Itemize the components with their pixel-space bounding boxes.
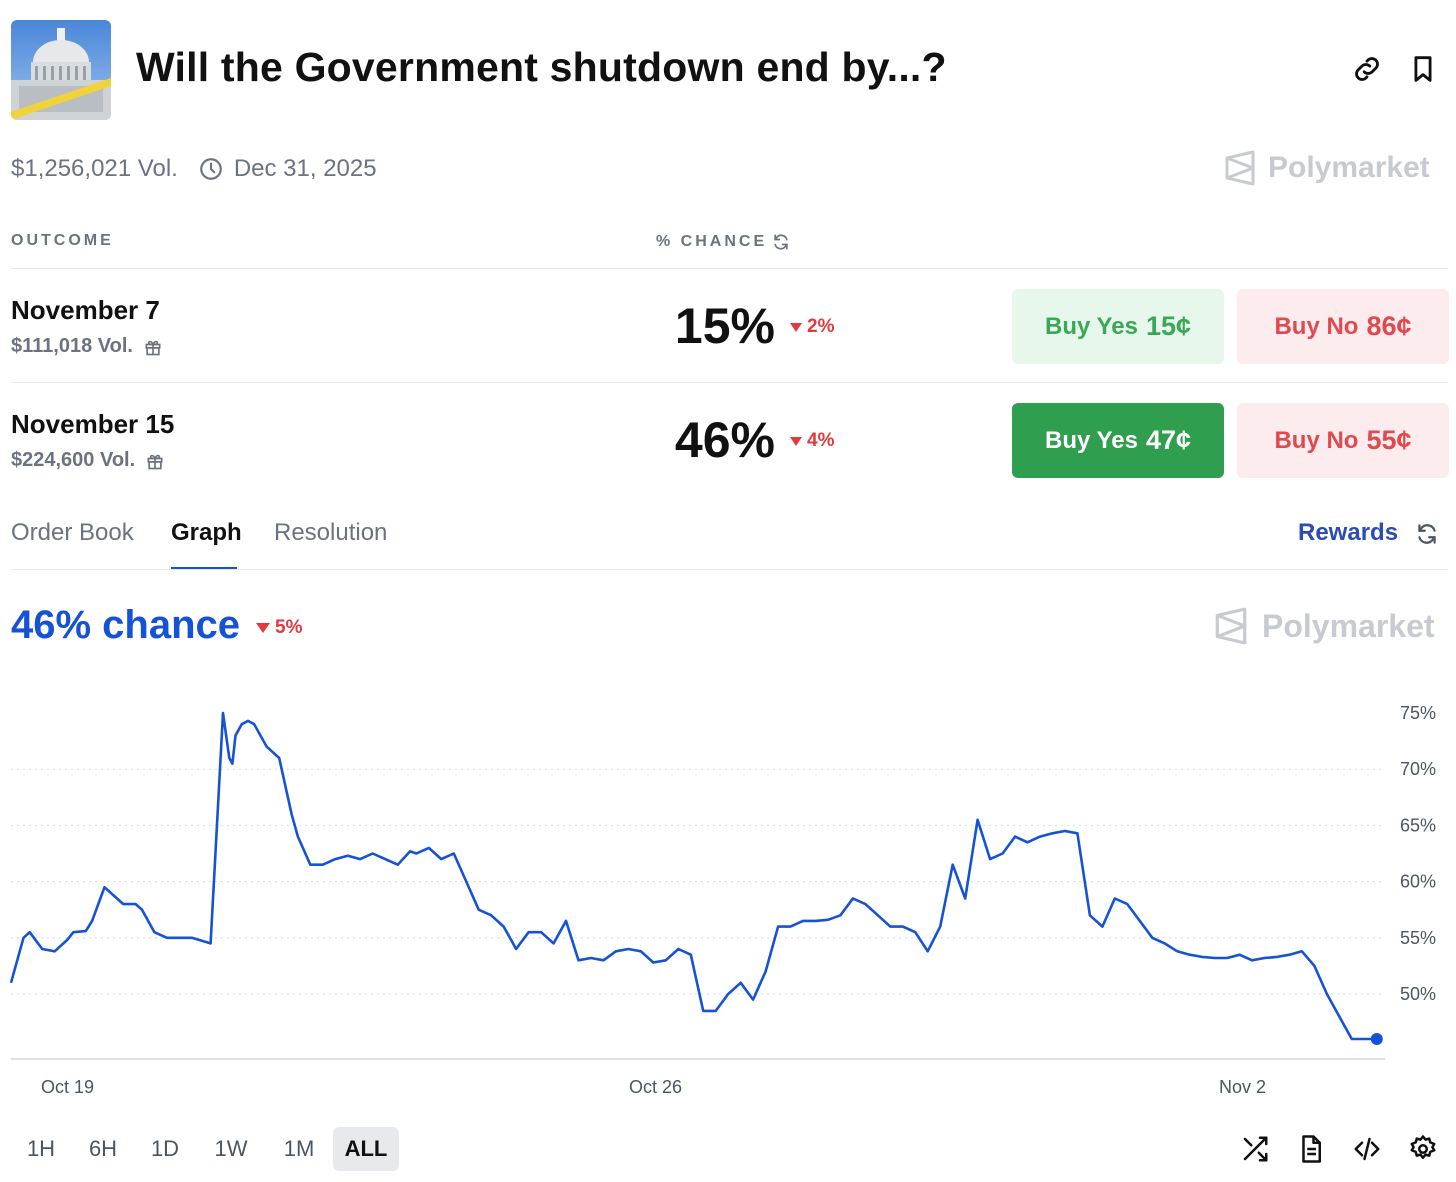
row-divider	[11, 382, 1448, 383]
x-tick-label: Oct 19	[41, 1077, 95, 1097]
outcome-name: November 15	[11, 409, 175, 439]
buy-no-button[interactable]: Buy No 86¢	[1237, 289, 1449, 364]
price-series-line	[9, 711, 1377, 1041]
down-arrow-icon	[790, 322, 802, 332]
y-tick-label: 75%	[1400, 703, 1436, 723]
bookmark-icon[interactable]	[1406, 52, 1440, 86]
buy-no-label: Buy No	[1274, 312, 1359, 340]
range-all-button[interactable]: ALL	[333, 1127, 399, 1171]
y-tick-label: 50%	[1400, 984, 1436, 1004]
outcome-volume: $224,600 Vol.	[11, 449, 165, 472]
x-tick-label: Nov 2	[1219, 1077, 1267, 1097]
code-icon[interactable]	[1352, 1134, 1382, 1164]
buy-no-price: 86¢	[1366, 311, 1412, 341]
outcome-chance: 46%	[674, 412, 775, 468]
refresh-icon[interactable]	[771, 232, 791, 252]
document-icon[interactable]	[1296, 1134, 1326, 1164]
outcome-chance: 15%	[674, 298, 775, 354]
down-arrow-icon	[256, 623, 270, 633]
range-1h-button[interactable]: 1H	[26, 1136, 56, 1161]
range-1d-button[interactable]: 1D	[150, 1136, 180, 1161]
outcome-volume-text: $111,018 Vol.	[11, 335, 133, 357]
polymarket-logo-icon	[1214, 607, 1248, 645]
outcome-delta-text: 4%	[807, 430, 835, 451]
buy-yes-button[interactable]: Buy Yes 47¢	[1012, 403, 1224, 478]
market-volume: $1,256,021 Vol.	[11, 155, 178, 182]
buy-yes-button[interactable]: Buy Yes 15¢	[1012, 289, 1224, 364]
outcome-volume-text: $224,600 Vol.	[11, 449, 136, 471]
y-tick-label: 55%	[1400, 928, 1436, 948]
range-1w-button[interactable]: 1W	[214, 1136, 248, 1161]
market-meta: $1,256,021 Vol. Dec 31, 2025	[11, 155, 377, 183]
tab-order-book[interactable]: Order Book	[11, 519, 134, 546]
y-tick-label: 60%	[1400, 872, 1436, 892]
brand-name: Polymarket	[1268, 151, 1430, 184]
buy-yes-label: Buy Yes	[1044, 426, 1138, 454]
refresh-icon[interactable]	[1414, 521, 1440, 547]
buy-yes-price: 15¢	[1145, 311, 1191, 341]
chance-column-header: % CHANCE	[656, 232, 791, 252]
outcome-delta: 2%	[790, 316, 834, 338]
shuffle-icon[interactable]	[1240, 1134, 1270, 1164]
active-tab-indicator	[171, 567, 237, 570]
watermark-text: Polymarket	[1262, 607, 1435, 644]
price-history-chart[interactable]: 75% 70% 65% 60% 55% 50%	[0, 660, 1456, 1070]
graph-delta-text: 5%	[275, 617, 303, 638]
buy-no-price: 55¢	[1366, 425, 1412, 455]
buy-no-button[interactable]: Buy No 55¢	[1237, 403, 1449, 478]
buy-no-label: Buy No	[1274, 426, 1359, 454]
down-arrow-icon	[790, 436, 802, 446]
buy-yes-label: Buy Yes	[1044, 312, 1138, 340]
market-end-date: Dec 31, 2025	[233, 155, 377, 182]
outcome-delta: 4%	[790, 430, 834, 452]
outcome-delta-text: 2%	[807, 316, 835, 337]
tabs-divider	[11, 569, 1448, 570]
outcome-column-header: OUTCOME	[11, 232, 114, 249]
clock-icon	[198, 156, 224, 182]
tab-resolution[interactable]: Resolution	[274, 519, 388, 546]
gear-icon[interactable]	[1408, 1134, 1438, 1164]
gift-icon[interactable]	[143, 337, 163, 357]
gift-icon[interactable]	[145, 451, 165, 471]
x-tick-label: Oct 26	[629, 1077, 683, 1097]
outcome-volume: $111,018 Vol.	[11, 335, 163, 358]
polymarket-watermark: Polymarket	[1214, 607, 1435, 645]
header-divider	[11, 268, 1448, 269]
y-tick-label: 65%	[1400, 815, 1436, 835]
tab-graph[interactable]: Graph	[171, 519, 242, 546]
polymarket-logo-icon	[1224, 150, 1256, 186]
range-1m-button[interactable]: 1M	[283, 1136, 315, 1161]
graph-delta: 5%	[256, 617, 302, 639]
rewards-link[interactable]: Rewards	[1298, 519, 1399, 546]
market-title: Will the Government shutdown end by...?	[136, 44, 947, 90]
buy-yes-price: 47¢	[1145, 425, 1191, 455]
chance-column-label: % CHANCE	[656, 233, 768, 250]
market-thumbnail	[11, 20, 111, 120]
range-6h-button[interactable]: 6H	[88, 1136, 118, 1161]
polymarket-brand: Polymarket	[1224, 150, 1430, 186]
graph-chance-text: 46% chance	[11, 603, 241, 647]
y-tick-label: 70%	[1400, 759, 1436, 779]
link-icon[interactable]	[1350, 52, 1384, 86]
outcome-name: November 7	[11, 295, 160, 325]
current-point-marker	[1370, 1032, 1383, 1045]
